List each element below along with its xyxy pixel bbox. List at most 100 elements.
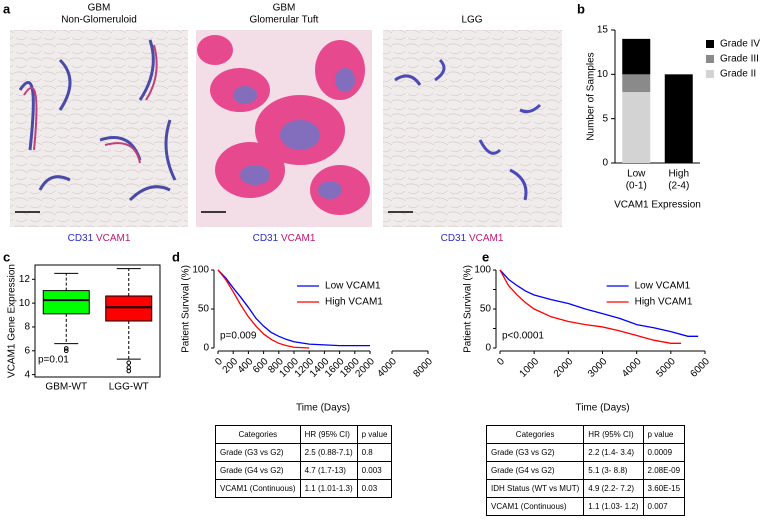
y-tick-label: 10 xyxy=(19,298,31,309)
table-row: Grade (G3 vs G2) 2.2 (1.4- 3.4) 0.0009 xyxy=(485,443,686,462)
image-title: Glomerular Tuft xyxy=(250,15,319,26)
y-tick-label: 12 xyxy=(19,274,31,285)
table: Categories HR (95% CI) p value Grade (G3 vs… xyxy=(215,425,393,498)
table-header: p value xyxy=(642,425,686,444)
annotation: p<0.0001 xyxy=(502,331,544,342)
outlier xyxy=(126,360,132,366)
table-cell: 0.8 xyxy=(356,443,393,462)
table-row: IDH Status (WT vs MUT) 4.9 (2.2- 7.2) 3.60… xyxy=(485,479,686,498)
x-axis-label: Time (Days) xyxy=(296,403,350,414)
table-row: VCAM1 (Continuous) 1.1 (1.01-1.3) 0.03 xyxy=(215,479,393,498)
x-tick-label: 3000 xyxy=(586,356,610,380)
table-cell: Grade (G3 vs G2) xyxy=(215,443,301,462)
y-tick-label: 0 xyxy=(203,343,209,354)
table-cell: 5.1 (3- 8.8) xyxy=(583,461,644,480)
micrograph xyxy=(383,30,562,227)
outlier xyxy=(126,365,132,370)
stain-name: CD31 xyxy=(68,233,94,244)
table-cell: 0.007 xyxy=(642,497,686,516)
table-cell: 4.7 (1.7-13) xyxy=(299,461,358,480)
y-tick-label: 15 xyxy=(597,25,609,36)
table: Categories HR (95% CI) p value Grade (G3 vs… xyxy=(485,425,686,516)
micrograph xyxy=(10,30,188,227)
survival-curve xyxy=(217,269,310,349)
outlier xyxy=(63,346,69,351)
table-row: Grade (G3 vs G2) 2.5 (0.88-7.1) 0.8 xyxy=(215,443,393,462)
table-cell: Grade (G3 vs G2) xyxy=(485,443,585,462)
y-tick-label: 6 xyxy=(24,345,30,356)
legend-label: Grade II xyxy=(720,69,756,80)
annotation: p=0.009 xyxy=(220,331,257,342)
annotation: p=0.01 xyxy=(38,355,69,366)
y-tick-label: 10 xyxy=(597,69,609,80)
x-tick-label: LGG-WT xyxy=(109,382,149,393)
table-cell: 4.9 (2.2- 7.2) xyxy=(583,479,644,498)
x-tick-label: (0-1) xyxy=(626,181,647,192)
table-cell: VCAM1 (Continuous) xyxy=(215,479,301,498)
table-row: Categories HR (95% CI) p value xyxy=(485,425,686,444)
legend-swatch xyxy=(706,55,714,63)
table-cell: Grade (G4 vs G2) xyxy=(215,461,301,480)
stain-name: VCAM1 xyxy=(96,233,131,244)
table-row: Categories HR (95% CI) p value xyxy=(215,425,393,444)
table-cell: 1.1 (1.01-1.3) xyxy=(299,479,358,498)
y-axis-label: Number of Samples xyxy=(586,52,597,140)
table-cell: 0.0009 xyxy=(642,443,686,462)
x-tick-label: GBM-WT xyxy=(45,382,87,393)
box xyxy=(42,290,90,315)
table-header: HR (95% CI) xyxy=(583,425,644,444)
y-tick-label: 0 xyxy=(602,158,608,169)
x-tick-label: 6000 xyxy=(688,356,712,380)
table-header: Categories xyxy=(215,425,301,444)
legend-swatch xyxy=(706,70,714,78)
y-tick-label: 8 xyxy=(24,322,30,333)
table-header: HR (95% CI) xyxy=(299,425,358,444)
table-cell: Grade (G4 vs G2) xyxy=(485,461,585,480)
legend-label: Grade III xyxy=(720,54,759,65)
panel-label: d xyxy=(172,249,180,264)
outlier xyxy=(126,368,132,374)
legend-label: Grade IV xyxy=(720,39,760,50)
survival-curve xyxy=(499,269,682,344)
table-cell: VCAM1 (Continuous) xyxy=(485,497,585,516)
x-tick-label: 4000 xyxy=(375,356,399,380)
legend-label: High VCAM1 xyxy=(325,297,383,308)
x-tick-label: 2000 xyxy=(552,356,576,380)
x-tick-label: Low xyxy=(627,169,646,180)
box xyxy=(105,295,153,322)
table-cell: 0.003 xyxy=(356,461,393,480)
y-tick-label: 100 xyxy=(192,265,209,276)
image-title: LGG xyxy=(461,15,482,26)
legend-label: Low VCAM1 xyxy=(325,281,381,292)
stain-name: CD31 xyxy=(253,233,279,244)
micrograph xyxy=(196,30,372,227)
y-tick-label: 5 xyxy=(602,113,608,124)
x-tick-label: High xyxy=(668,169,689,180)
x-tick-label: 8000 xyxy=(411,356,435,380)
table-row: Grade (G4 vs G2) 5.1 (3- 8.8) 2.08E-09 xyxy=(485,461,686,480)
x-tick-label: 4000 xyxy=(620,356,644,380)
y-tick-label: 50 xyxy=(480,304,492,315)
bar-segment xyxy=(622,74,651,93)
table-row: Grade (G4 vs G2) 4.7 (1.7-13) 0.003 xyxy=(215,461,393,480)
image-title: GBM xyxy=(88,3,111,14)
stain-name: VCAM1 xyxy=(281,233,316,244)
panel-label: a xyxy=(3,1,11,16)
panel-label: b xyxy=(577,1,585,16)
legend-swatch xyxy=(706,40,714,48)
bar-segment xyxy=(664,74,693,163)
y-axis-label: Patient Survival (%) xyxy=(181,265,192,353)
legend-label: High VCAM1 xyxy=(635,297,693,308)
survival-curve xyxy=(217,269,370,347)
stain-name: CD31 xyxy=(441,233,467,244)
x-axis-label: VCAM1 Expression xyxy=(614,200,701,211)
table-cell: 1.1 (1.03- 1.2) xyxy=(583,497,644,516)
table-cell: 2.2 (1.4- 3.4) xyxy=(583,443,644,462)
stain-caption: CD31 VCAM1 xyxy=(68,233,131,244)
panel-label: e xyxy=(482,249,489,264)
y-tick-label: 100 xyxy=(474,265,491,276)
image-title: GBM xyxy=(273,3,296,14)
x-tick-label: 5000 xyxy=(654,356,678,380)
